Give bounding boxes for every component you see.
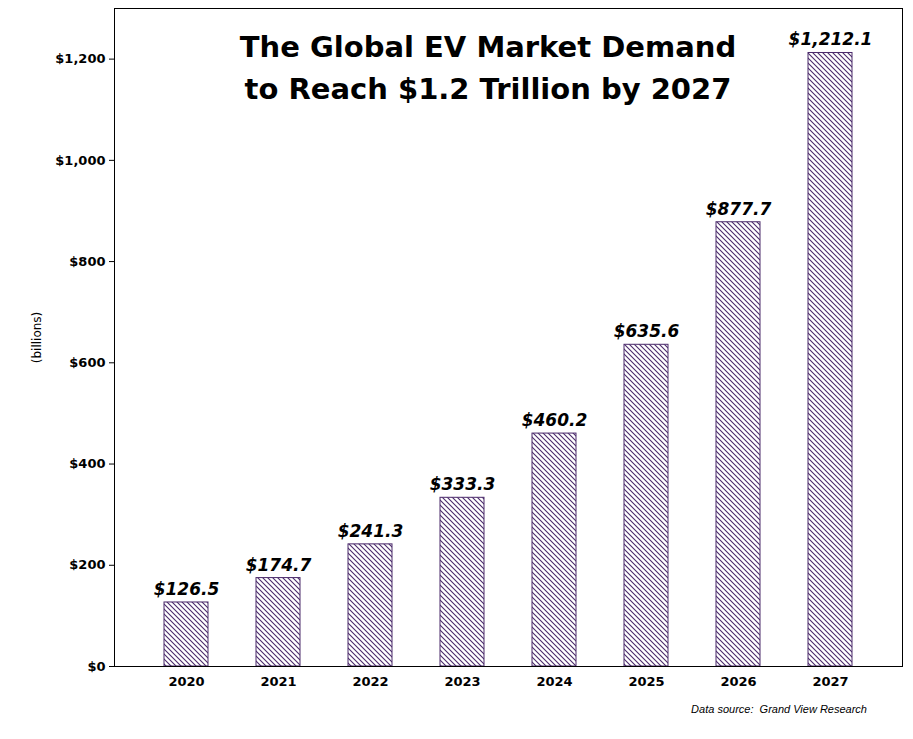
svg-text:2026: 2026 (720, 674, 756, 689)
svg-text:$174.7: $174.7 (246, 555, 312, 575)
svg-text:2020: 2020 (168, 674, 204, 689)
svg-text:2022: 2022 (352, 674, 388, 689)
svg-text:$635.6: $635.6 (614, 321, 680, 341)
svg-text:$600: $600 (69, 355, 105, 370)
svg-text:$460.2: $460.2 (522, 410, 588, 430)
svg-text:2021: 2021 (260, 674, 296, 689)
svg-text:$1,212.1: $1,212.1 (789, 29, 873, 49)
svg-text:2024: 2024 (536, 674, 572, 689)
svg-text:$1,200: $1,200 (55, 51, 105, 66)
svg-text:$241.3: $241.3 (338, 521, 404, 541)
svg-text:2025: 2025 (628, 674, 664, 689)
svg-text:(billions): (billions) (30, 312, 44, 364)
html-text:The Global EV Market Demand to: The Global EV Market Demand to Reach $1.… (239, 30, 737, 106)
html-text:Data source: Grand View Resear: Data source: Grand View Research (691, 703, 867, 715)
svg-text:$1,000: $1,000 (55, 153, 105, 168)
svg-text:$877.7: $877.7 (706, 199, 772, 219)
svg-text:2023: 2023 (444, 674, 480, 689)
svg-text:$800: $800 (69, 254, 105, 269)
svg-text:$400: $400 (69, 456, 105, 471)
svg-text:$200: $200 (69, 557, 105, 572)
svg-text:$0: $0 (87, 659, 105, 674)
svg-text:2027: 2027 (812, 674, 848, 689)
svg-text:$126.5: $126.5 (154, 579, 220, 599)
svg-text:$333.3: $333.3 (430, 474, 496, 494)
